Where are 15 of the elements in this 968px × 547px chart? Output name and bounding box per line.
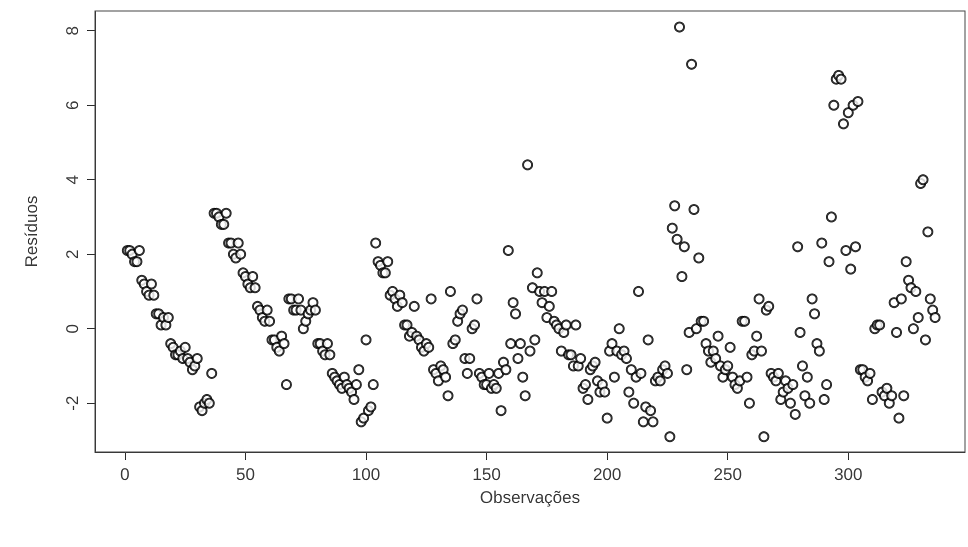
x-axis-title: Observações [480,488,580,507]
y-tick-label: 4 [63,174,82,184]
x-tick-label: 300 [834,465,862,484]
y-tick-label: 2 [63,249,82,259]
y-tick-label: 8 [63,26,82,36]
y-axis-title: Resíduos [22,196,41,268]
y-tick-label: 0 [63,324,82,334]
x-tick-label: 150 [472,465,501,484]
y-tick-label: 6 [63,100,82,110]
x-tick-label: 0 [120,465,130,484]
x-tick-label: 50 [236,465,255,484]
y-tick-label: -2 [63,396,82,411]
x-tick-label: 100 [352,465,380,484]
x-tick-label: 200 [592,465,622,484]
x-tick-label: 250 [714,465,742,484]
